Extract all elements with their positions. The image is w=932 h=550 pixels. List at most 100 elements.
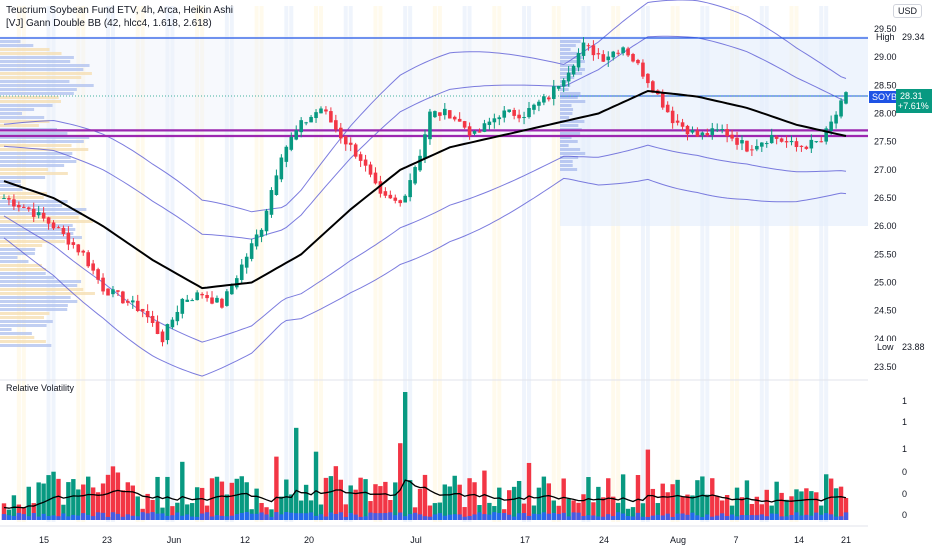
volatility-bar — [620, 474, 626, 520]
candle-body — [334, 120, 338, 130]
time-tick-label: 21 — [841, 535, 851, 545]
volatility-base-bar — [502, 513, 507, 520]
volatility-bar — [660, 483, 665, 520]
volatility-bar — [457, 484, 462, 520]
candle-body — [844, 92, 848, 104]
price-tick-label: 25.00 — [874, 278, 897, 288]
volatility-base-bar — [412, 512, 418, 520]
volatility-base-bar — [615, 512, 621, 520]
volatility-bar — [298, 500, 304, 520]
candle-body — [700, 132, 705, 136]
time-tick-label: 23 — [102, 535, 112, 545]
candle-body — [611, 51, 616, 58]
candle-body — [809, 139, 814, 149]
volatility-tick-label: 0 — [902, 467, 907, 477]
candle-body — [522, 117, 526, 119]
candle-body — [353, 144, 358, 157]
candle-body — [244, 256, 249, 268]
candle-body — [502, 110, 507, 118]
candle-body — [413, 167, 417, 184]
session-stripe — [403, 6, 408, 522]
volatility-bar — [422, 474, 428, 520]
candle-body — [760, 142, 764, 147]
volatility-bar — [323, 477, 329, 520]
volatility-bar — [135, 496, 140, 520]
volatility-bar — [442, 484, 448, 520]
volatility-base-bar — [734, 516, 740, 520]
candle-body — [636, 59, 640, 64]
volatility-base-bar — [353, 514, 358, 520]
volume-profile-bar — [0, 284, 78, 287]
candle-body — [596, 53, 601, 55]
volume-profile-bar — [0, 200, 68, 203]
volatility-base-bar — [625, 516, 631, 520]
volatility-base-bar — [259, 512, 264, 520]
indicator-legend[interactable]: [VJ] Gann Double BB (42, hlcc4, 1.618, 2… — [6, 18, 212, 29]
session-stripe — [556, 6, 561, 522]
volume-profile-bar — [0, 204, 63, 207]
volatility-base-bar — [1, 514, 7, 520]
candle-body — [31, 208, 36, 217]
volatility-base-bar — [358, 516, 363, 520]
volume-profile-bar — [0, 240, 66, 243]
volatility-base-bar — [383, 513, 388, 520]
volume-profile-bar — [0, 280, 82, 283]
candle-body — [200, 293, 204, 296]
candle-body — [517, 114, 521, 119]
moving-average-path — [3, 89, 847, 290]
volatility-base-bar — [447, 514, 452, 520]
volatility-bar — [229, 482, 235, 520]
candle-body — [527, 108, 531, 118]
session-stripe — [735, 6, 740, 522]
candle-body — [210, 297, 214, 304]
volatility-bar — [843, 498, 849, 520]
candle-body — [720, 128, 724, 130]
volatility-base-bar — [843, 512, 849, 520]
volatility-base-bar — [769, 513, 774, 520]
volatility-base-bar — [586, 515, 591, 520]
volatility-base-bar — [715, 515, 720, 520]
volatility-bar — [744, 480, 750, 520]
volatility-base-bar — [125, 514, 131, 520]
candle-body — [289, 137, 294, 150]
volatility-bar — [432, 503, 438, 520]
candle-body — [264, 210, 269, 232]
session-stripe — [675, 6, 680, 522]
candle-body — [234, 278, 239, 288]
session-stripe — [645, 6, 650, 522]
volatility-base-bar — [828, 514, 834, 520]
volume-profile-bar — [560, 88, 569, 91]
volume-profile-bar — [0, 300, 78, 303]
price-change: +7.61% — [898, 101, 929, 111]
volatility-base-bar — [635, 512, 641, 520]
volatility-bar — [645, 449, 651, 520]
candle-body — [160, 331, 165, 343]
volatility-bar — [358, 477, 363, 520]
volume-profile-bar — [560, 160, 573, 163]
session-stripe — [527, 6, 532, 522]
candle-body — [126, 300, 130, 303]
last-price-tag: SOYB 28.31 +7.61% — [869, 89, 932, 113]
band-line — [3, 177, 847, 377]
volatility-base-bar — [833, 516, 839, 520]
time-tick-label: 14 — [794, 535, 804, 545]
volume-profile-bar — [0, 144, 72, 147]
volatility-base-bar — [809, 515, 814, 520]
volume-profile-bar — [0, 336, 35, 339]
volume-profile-bar — [560, 140, 578, 143]
volatility-base-bar — [680, 513, 685, 520]
candles[interactable] — [2, 37, 848, 347]
volatility-bar — [209, 478, 215, 520]
session-stripe — [348, 6, 353, 522]
volume-profile-bar — [0, 108, 35, 111]
volume-profile-bar — [0, 48, 50, 51]
volatility-base-bar — [695, 515, 700, 520]
volatility-bar — [729, 505, 735, 520]
candle-body — [17, 204, 21, 208]
currency-button[interactable]: USD — [892, 4, 922, 18]
volatility-base-bar — [819, 514, 824, 520]
session-stripe — [759, 6, 764, 522]
volatility-bar — [789, 496, 794, 520]
time-tick-label: 7 — [733, 535, 738, 545]
